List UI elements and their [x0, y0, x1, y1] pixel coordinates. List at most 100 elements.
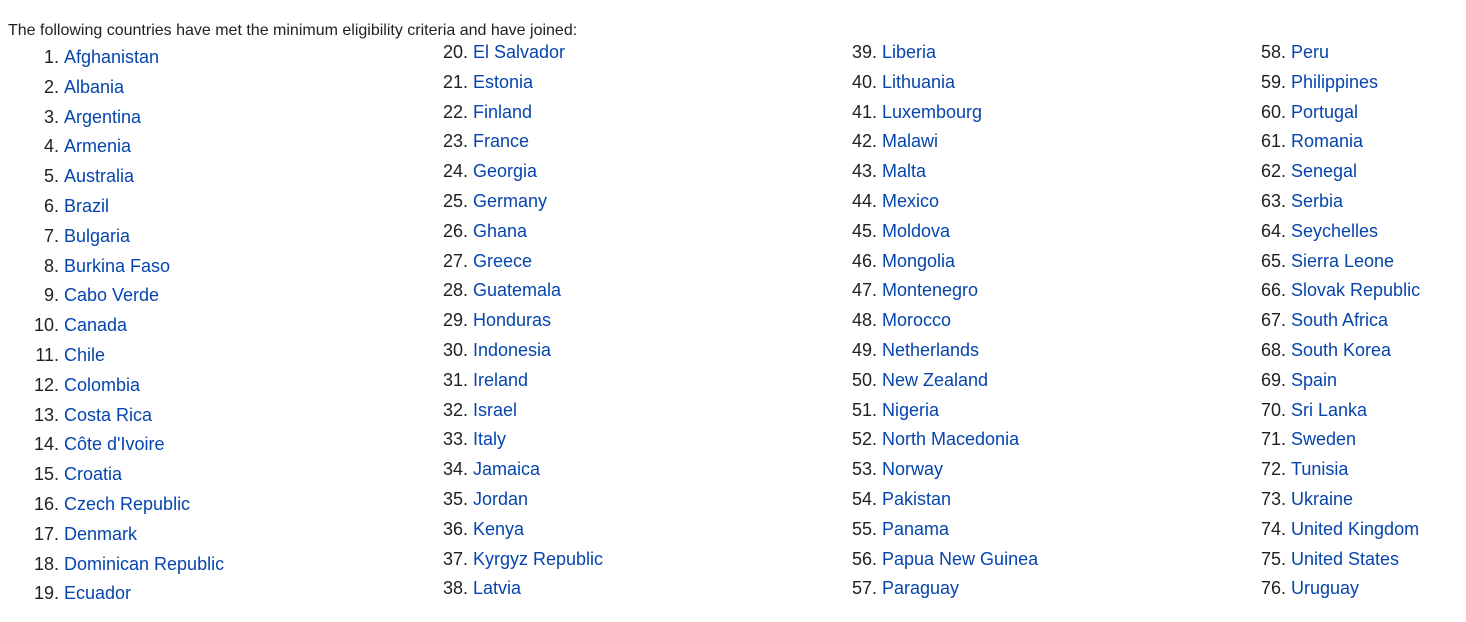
country-link[interactable]: Ukraine — [1291, 488, 1354, 509]
country-link[interactable]: Morocco — [882, 310, 952, 331]
country-link[interactable]: Australia — [64, 166, 135, 187]
country-link[interactable]: Colombia — [64, 374, 141, 395]
list-item-number: 2. — [43, 76, 59, 97]
list-item-number: 57. — [851, 578, 877, 599]
list-item: 68. South Korea — [1261, 339, 1420, 370]
country-link[interactable]: Netherlands — [882, 339, 980, 360]
country-link[interactable]: Croatia — [64, 464, 123, 485]
country-link[interactable]: Senegal — [1291, 161, 1358, 182]
country-link[interactable]: Panama — [882, 518, 950, 539]
country-link[interactable]: Bulgaria — [64, 225, 131, 246]
country-link[interactable]: New Zealand — [882, 369, 989, 390]
country-link[interactable]: Kyrgyz Republic — [473, 548, 604, 569]
country-link[interactable]: Malta — [882, 161, 927, 182]
list-item-number: 73. — [1260, 488, 1286, 509]
country-link[interactable]: Portugal — [1291, 101, 1359, 122]
country-link[interactable]: Indonesia — [473, 339, 552, 360]
country-link[interactable]: Latvia — [473, 578, 522, 599]
country-link[interactable]: Tunisia — [1291, 459, 1349, 480]
country-link[interactable]: Sweden — [1291, 429, 1357, 450]
country-link[interactable]: Brazil — [64, 195, 110, 216]
list-item-number: 46. — [851, 250, 877, 271]
country-link[interactable]: Jordan — [473, 488, 529, 509]
country-link[interactable]: Canada — [64, 315, 128, 336]
list-item: 60. Portugal — [1261, 101, 1420, 132]
country-link[interactable]: Greece — [473, 250, 533, 271]
list-item-number: 29. — [442, 310, 468, 331]
country-link[interactable]: South Korea — [1291, 339, 1392, 360]
country-link[interactable]: Afghanistan — [64, 47, 160, 67]
list-item-number: 72. — [1260, 459, 1286, 480]
country-link[interactable]: Mexico — [882, 190, 940, 211]
country-link[interactable]: South Africa — [1291, 310, 1389, 331]
country-link[interactable]: Germany — [473, 190, 548, 211]
country-link[interactable]: Finland — [473, 101, 533, 122]
country-link[interactable]: Kenya — [473, 518, 525, 539]
country-link[interactable]: Côte d'Ivoire — [64, 434, 165, 455]
list-item: 36. Kenya — [443, 518, 603, 549]
country-link[interactable]: Luxembourg — [882, 101, 983, 122]
list-item-number: 17. — [33, 523, 59, 544]
country-link[interactable]: Estonia — [473, 71, 534, 92]
country-link[interactable]: Ghana — [473, 220, 528, 241]
list-item: 12. Colombia — [34, 374, 224, 405]
country-link[interactable]: El Salvador — [473, 42, 566, 62]
list-item: 55. Panama — [852, 518, 1038, 549]
country-link[interactable]: North Macedonia — [882, 429, 1020, 450]
country-link[interactable]: Paraguay — [882, 578, 960, 599]
country-link[interactable]: Israel — [473, 399, 518, 420]
list-item-number: 69. — [1260, 369, 1286, 390]
list-item-number: 35. — [442, 488, 468, 509]
country-link[interactable]: United States — [1291, 548, 1400, 569]
country-link[interactable]: Albania — [64, 76, 125, 97]
country-link[interactable]: Jamaica — [473, 459, 541, 480]
country-link[interactable]: Guatemala — [473, 280, 562, 301]
country-link[interactable]: Slovak Republic — [1291, 280, 1421, 301]
list-item: 73. Ukraine — [1261, 488, 1420, 519]
country-link[interactable]: Uruguay — [1291, 578, 1360, 599]
country-link[interactable]: Sri Lanka — [1291, 399, 1368, 420]
country-link[interactable]: Chile — [64, 344, 106, 365]
country-link[interactable]: France — [473, 131, 530, 152]
list-item: 40. Lithuania — [852, 71, 1038, 102]
list-item-number: 3. — [43, 106, 59, 127]
country-link[interactable]: Czech Republic — [64, 493, 191, 514]
country-link[interactable]: Spain — [1291, 369, 1338, 390]
country-link[interactable]: Serbia — [1291, 190, 1344, 211]
list-item: 39. Liberia — [852, 42, 1038, 72]
country-link[interactable]: Dominican Republic — [64, 553, 225, 574]
country-link[interactable]: Georgia — [473, 161, 538, 182]
list-item-number: 27. — [442, 250, 468, 271]
country-link[interactable]: Pakistan — [882, 488, 952, 509]
country-link[interactable]: Italy — [473, 429, 507, 450]
list-item-number: 4. — [43, 136, 59, 157]
country-link[interactable]: Honduras — [473, 310, 552, 331]
country-link[interactable]: Argentina — [64, 106, 142, 127]
country-link[interactable]: Norway — [882, 459, 944, 480]
country-link[interactable]: Romania — [1291, 131, 1364, 152]
country-link[interactable]: Lithuania — [882, 71, 956, 92]
country-link[interactable]: Cabo Verde — [64, 285, 160, 306]
country-link[interactable]: Papua New Guinea — [882, 548, 1039, 569]
country-link[interactable]: Armenia — [64, 136, 132, 157]
list-item-number: 5. — [43, 166, 59, 187]
country-link[interactable]: Burkina Faso — [64, 255, 171, 276]
country-link[interactable]: Philippines — [1291, 71, 1379, 92]
country-link[interactable]: United Kingdom — [1291, 518, 1420, 539]
country-link[interactable]: Sierra Leone — [1291, 250, 1395, 271]
country-link[interactable]: Denmark — [64, 523, 138, 544]
list-item-number: 63. — [1260, 190, 1286, 211]
country-link[interactable]: Seychelles — [1291, 220, 1379, 241]
country-link[interactable]: Nigeria — [882, 399, 940, 420]
list-item-number: 32. — [442, 399, 468, 420]
country-link[interactable]: Peru — [1291, 42, 1330, 62]
country-link[interactable]: Moldova — [882, 220, 951, 241]
country-link[interactable]: Costa Rica — [64, 404, 153, 425]
country-link[interactable]: Ecuador — [64, 583, 132, 604]
country-link[interactable]: Ireland — [473, 369, 529, 390]
list-item: 27. Greece — [443, 250, 603, 281]
country-link[interactable]: Mongolia — [882, 250, 956, 271]
country-link[interactable]: Liberia — [882, 42, 937, 62]
country-link[interactable]: Montenegro — [882, 280, 979, 301]
country-link[interactable]: Malawi — [882, 131, 939, 152]
